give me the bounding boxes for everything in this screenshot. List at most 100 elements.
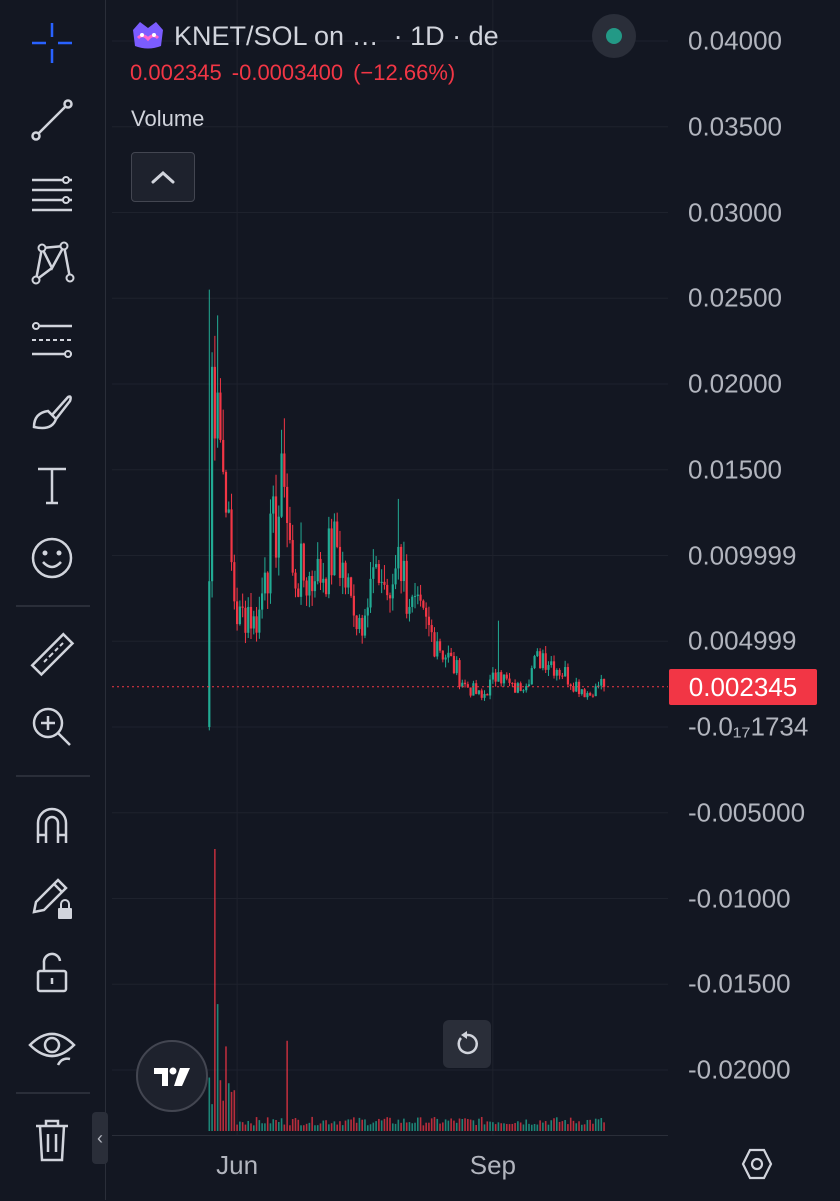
toolbar-separator (16, 1092, 90, 1094)
volume-indicator-label[interactable]: Volume (131, 106, 204, 132)
candle-body (547, 665, 549, 670)
volume-bar (234, 1090, 236, 1131)
emoji-tool[interactable] (22, 528, 82, 588)
trend-line-tool[interactable] (22, 90, 82, 150)
emoji-icon (26, 532, 78, 584)
trash-tool[interactable] (22, 1110, 82, 1170)
candle-body (495, 673, 497, 682)
volume-bar (225, 1046, 227, 1131)
zoom-in-tool[interactable] (22, 697, 82, 757)
candle-body (233, 562, 235, 601)
pattern-tool[interactable] (22, 234, 82, 294)
reset-chart-button[interactable] (443, 1020, 491, 1068)
candle-body (356, 616, 358, 630)
volume-bar (603, 1122, 605, 1131)
time-tick-label: Sep (470, 1150, 516, 1181)
candle-body (520, 683, 522, 691)
price-tick-label: 0.02000 (688, 369, 782, 400)
candle-body (442, 651, 444, 660)
market-status-indicator[interactable] (592, 14, 636, 58)
volume-bar (431, 1118, 433, 1131)
eye-tool[interactable] (22, 1015, 82, 1075)
volume-bar (403, 1119, 405, 1131)
volume-bar (470, 1120, 472, 1131)
fib-retracement-tool[interactable] (22, 310, 82, 370)
candle-body (525, 686, 527, 690)
time-axis[interactable]: Jun Sep (112, 1135, 668, 1201)
volume-bar (309, 1123, 311, 1131)
candle-body (417, 595, 419, 596)
candle-body (586, 693, 588, 697)
volume-bar (292, 1119, 294, 1131)
candle-body (545, 653, 547, 670)
drawing-toolbar (0, 0, 106, 1200)
candle-body (261, 593, 263, 609)
volume-bar (378, 1119, 380, 1131)
volume-bar (286, 1041, 288, 1131)
trash-icon (26, 1114, 78, 1166)
volume-bar (364, 1119, 366, 1131)
horizontal-lines-tool[interactable] (22, 164, 82, 224)
candle-body (470, 687, 472, 695)
ruler-tool[interactable] (22, 624, 82, 684)
candle-body (472, 683, 474, 695)
volume-bar (317, 1125, 319, 1131)
price-chart[interactable] (112, 0, 668, 1135)
lock-drawing-tool[interactable] (22, 868, 82, 928)
candle-body (506, 675, 508, 679)
volume-bar (270, 1123, 272, 1131)
volume-bar (556, 1117, 558, 1131)
unlock-tool[interactable] (22, 943, 82, 1003)
price-change-row: 0.002345 -0.0003400 (−12.66%) (130, 60, 499, 86)
settings-hexagon-icon (740, 1147, 774, 1181)
brush-tool[interactable] (22, 383, 82, 443)
candle-body (294, 573, 296, 589)
volume-bar (264, 1123, 266, 1131)
candle-body (333, 522, 335, 576)
candle-body (319, 559, 321, 583)
candle-body (500, 672, 502, 683)
candle-body (397, 547, 399, 569)
chart-settings-button[interactable] (736, 1143, 778, 1185)
text-icon (26, 459, 78, 511)
volume-bar (406, 1122, 408, 1131)
candle-body (589, 693, 591, 696)
volume-bar (325, 1120, 327, 1131)
symbol-title[interactable]: KNET/SOL on … · 1D · de (174, 21, 499, 52)
volume-bar (361, 1120, 363, 1131)
volume-bar (295, 1118, 297, 1131)
magnet-tool[interactable] (22, 795, 82, 855)
volume-bar (272, 1119, 274, 1131)
tradingview-logo[interactable] (136, 1040, 208, 1112)
candle-body (433, 632, 435, 656)
volume-bar (231, 1092, 233, 1131)
crosshair-tool[interactable] (22, 13, 82, 73)
candle-body (219, 393, 221, 440)
price-axis[interactable]: 0.04000 0.03500 0.03000 0.02500 0.02000 0.015… (668, 0, 840, 1200)
toolbar-collapse-handle[interactable]: ‹ (92, 1112, 108, 1164)
volume-bar (434, 1117, 436, 1131)
trend-line-icon (26, 94, 78, 146)
candle-body (217, 393, 219, 439)
volume-bar (322, 1121, 324, 1131)
candle-body (403, 561, 405, 581)
candle-body (322, 579, 324, 583)
price-tick-label: -0.0₁₇1734 (688, 712, 808, 743)
volume-bar (389, 1118, 391, 1131)
candle-body (308, 576, 310, 596)
candle-body (533, 656, 535, 668)
volume-bar (473, 1120, 475, 1131)
volume-bar (220, 1080, 222, 1131)
text-tool[interactable] (22, 455, 82, 515)
volume-bar (228, 1083, 230, 1131)
volume-bar (375, 1121, 377, 1131)
collapse-legend-button[interactable] (131, 152, 195, 202)
candle-body (425, 608, 427, 617)
volume-bar (595, 1119, 597, 1131)
candle-body (344, 563, 346, 588)
candle-body (300, 544, 302, 597)
volume-bar (589, 1120, 591, 1131)
volume-bar (259, 1120, 261, 1131)
candle-body (553, 661, 555, 675)
volume-bar (592, 1124, 594, 1131)
